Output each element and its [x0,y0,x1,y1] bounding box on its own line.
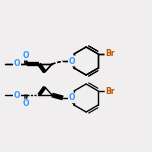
Text: O: O [69,57,75,66]
Text: Br: Br [105,86,115,95]
Text: O: O [14,59,20,69]
Text: Br: Br [105,50,115,59]
Text: O: O [69,93,75,102]
Text: Br: Br [105,50,115,59]
Text: O: O [14,59,20,69]
Text: O: O [23,100,29,109]
Text: O: O [69,57,75,66]
Text: O: O [23,50,29,59]
Text: O: O [14,90,20,100]
Text: O: O [23,50,29,59]
